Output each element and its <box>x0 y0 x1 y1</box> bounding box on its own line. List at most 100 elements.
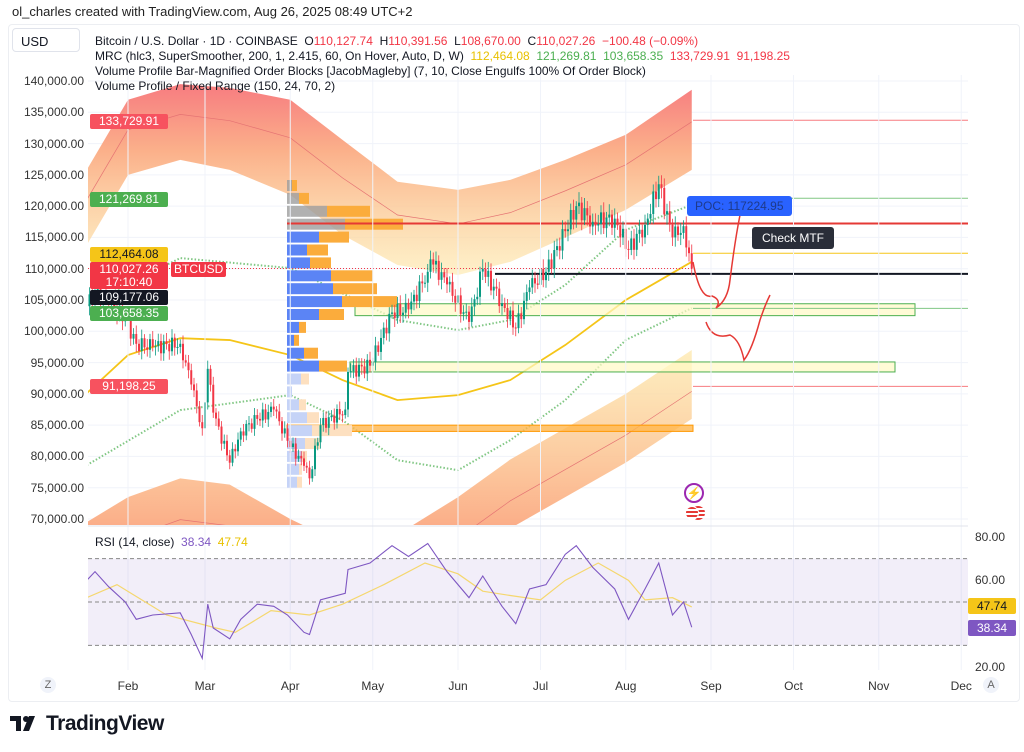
candle-body <box>179 343 182 347</box>
candle-body <box>228 455 231 463</box>
mrc-lower-outer-value: 91,198.25 <box>736 49 790 63</box>
volume-profile-up-bar <box>287 205 327 217</box>
candle-body <box>391 312 393 314</box>
candle-body <box>476 296 479 300</box>
price-axis-tick: 95,000.00 <box>30 355 84 370</box>
chart-frame <box>8 24 1020 702</box>
mean-price-tag: 112,464.08 <box>90 247 168 262</box>
candle-body <box>138 343 140 352</box>
candle-body <box>182 343 184 361</box>
legend-vpfr-row[interactable]: Volume Profile / Fixed Range (150, 24, 7… <box>95 79 336 93</box>
candle-body <box>605 217 608 229</box>
candle-body <box>382 327 385 338</box>
volume-profile-down-bar <box>299 192 309 204</box>
price-axis-tick: 120,000.00 <box>23 199 84 214</box>
time-axis-label: Sep <box>700 679 722 693</box>
candle-body <box>564 229 567 232</box>
candle-body <box>583 208 586 221</box>
volume-profile-down-bar <box>302 450 307 462</box>
volume-profile-up-bar <box>287 476 297 488</box>
volume-profile-up-bar <box>287 360 319 372</box>
us-flag-events-icon[interactable] <box>685 506 705 522</box>
volume-profile-up-bar <box>287 180 292 191</box>
tradingview-logo[interactable]: TradingView <box>10 712 164 736</box>
symbol-name[interactable]: Bitcoin / U.S. Dollar · 1D · COINBASE <box>95 34 298 48</box>
candle-body <box>135 333 138 344</box>
last-price: 110,027.26 <box>99 262 159 276</box>
candle-body <box>264 409 267 420</box>
candle-body <box>462 312 465 314</box>
rsi-axis-20: 20.00 <box>975 660 1006 674</box>
candle-body <box>270 406 272 412</box>
candle-body <box>363 366 366 374</box>
candle-body <box>286 428 289 441</box>
candle-body <box>314 445 316 470</box>
candle-body <box>567 229 569 232</box>
candle-body <box>198 406 201 423</box>
candle-body <box>451 281 454 296</box>
symbol-price-label: BTCUSD <box>171 262 227 277</box>
candle-body <box>352 365 355 372</box>
candle-body <box>272 406 275 410</box>
time-axis-label: Feb <box>117 679 139 693</box>
candle-body <box>297 455 300 459</box>
auto-scale-toggle[interactable]: A <box>983 677 999 693</box>
candle-body <box>157 341 160 347</box>
rsi-ma-tag: 47.74 <box>968 598 1016 614</box>
order-block-zone <box>354 303 916 317</box>
candle-body <box>349 371 352 373</box>
candle-body <box>341 414 344 416</box>
volume-profile-up-bar <box>287 257 310 269</box>
candle-body <box>404 302 407 313</box>
candle-body <box>545 271 547 281</box>
candle-body <box>358 364 360 377</box>
log-scale-toggle[interactable]: Z <box>40 677 56 693</box>
price-axis-tick: 100,000.00 <box>23 324 84 339</box>
last-price-tag: 110,027.26 17:10:40 <box>90 262 168 289</box>
candle-body <box>468 311 470 322</box>
candle-body <box>668 211 671 225</box>
high-value: 110,391.56 <box>388 34 448 48</box>
volume-profile-up-bar <box>287 386 292 398</box>
candle-body <box>319 425 322 443</box>
time-axis-label: Jul <box>532 679 549 693</box>
candle-body <box>278 411 281 422</box>
legend-mrc-row[interactable]: MRC (hlc3, SuperSmoother, 200, 1, 2.415,… <box>95 49 790 63</box>
volume-profile-up-bar <box>287 192 299 204</box>
candle-body <box>374 345 377 363</box>
candle-body <box>677 226 679 235</box>
lightning-event-icon[interactable]: ⚡ <box>684 483 704 503</box>
volume-profile-down-bar <box>310 257 331 269</box>
candle-body <box>407 302 410 310</box>
legend-vpob-row[interactable]: Volume Profile Bar-Magnified Order Block… <box>95 64 646 78</box>
candle-body <box>498 288 501 307</box>
candle-body <box>151 339 154 347</box>
candle-body <box>608 214 611 218</box>
upper-outer-price-tag: 133,729.91 <box>90 114 168 129</box>
currency-button[interactable]: USD <box>12 28 80 52</box>
poc-label[interactable]: POC: 117224.95 <box>687 196 792 216</box>
candle-body <box>415 294 418 302</box>
volume-profile-up-bar <box>287 373 301 385</box>
volume-profile-down-bar <box>294 334 299 346</box>
candle-body <box>649 213 652 219</box>
candle-body <box>644 224 646 238</box>
candle-body <box>429 259 432 272</box>
candle-body <box>195 390 198 407</box>
check-mtf-note[interactable]: Check MTF <box>752 227 835 249</box>
volume-profile-down-bar <box>297 476 302 488</box>
low-value: 108,670.00 <box>460 34 521 48</box>
candle-body <box>600 212 602 225</box>
legend-rsi-row[interactable]: RSI (14, close) 38.34 47.74 <box>95 535 248 549</box>
chart-credit: ol_charles created with TradingView.com,… <box>12 4 413 19</box>
candle-body <box>594 221 597 226</box>
candle-body <box>193 384 195 391</box>
candle-body <box>660 184 663 188</box>
candle-body <box>410 301 413 310</box>
candle-body <box>292 443 294 448</box>
volume-profile-up-bar <box>287 412 307 424</box>
candle-body <box>267 411 270 420</box>
candle-body <box>589 215 591 227</box>
candle-body <box>481 268 484 272</box>
